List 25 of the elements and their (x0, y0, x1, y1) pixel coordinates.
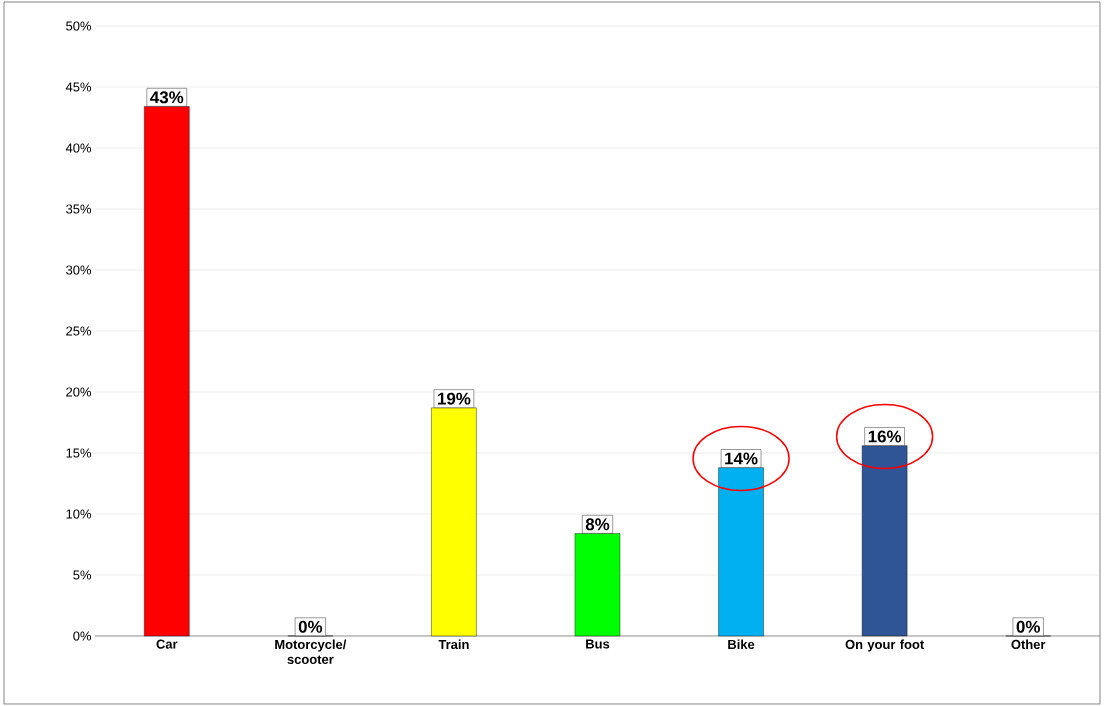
data-label: 43% (150, 91, 184, 104)
y-tick-label: 25% (66, 326, 92, 336)
x-tick-label: Bike (728, 639, 755, 650)
data-label: 0% (298, 620, 323, 633)
x-tick-label: Car (156, 639, 178, 649)
data-label: 14% (725, 452, 758, 465)
data-label: 19% (438, 392, 471, 405)
y-tick-label: 40% (65, 143, 92, 153)
x-tick-label: On your foot (845, 639, 925, 652)
y-tick-label: 15% (66, 448, 92, 458)
data-label: 8% (585, 518, 610, 531)
y-tick-label: 0% (73, 631, 92, 641)
x-tick-label: Motorcycle/ scooter (275, 639, 347, 664)
data-label: 16% (868, 430, 902, 443)
x-tick-label: Train (438, 639, 469, 650)
data-label: 0% (1016, 620, 1040, 633)
y-tick-label: 30% (66, 265, 92, 275)
y-tick-label: 45% (65, 82, 92, 92)
y-tick-label: 5% (73, 570, 92, 580)
x-tick-label: Bus (586, 639, 610, 649)
x-tick-label: Other (1011, 639, 1046, 650)
y-tick-label: 10% (66, 509, 92, 519)
y-tick-label: 50% (66, 21, 92, 31)
y-tick-label: 20% (66, 387, 92, 397)
y-tick-label: 35% (66, 204, 92, 214)
